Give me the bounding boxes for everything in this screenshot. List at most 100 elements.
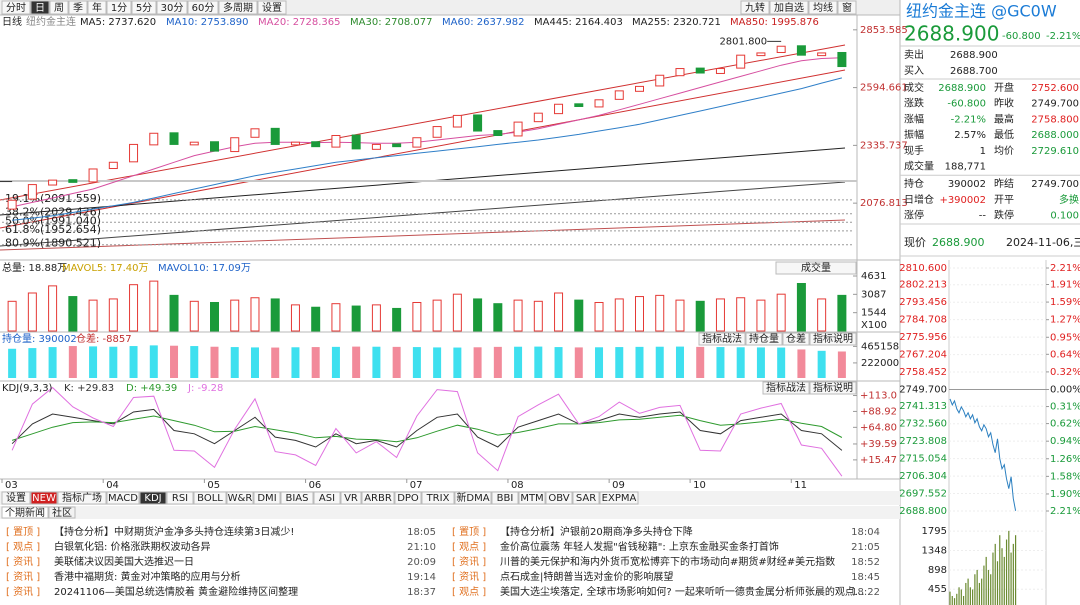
indicator-tab[interactable] — [421, 491, 455, 505]
legend-item: MAVOL5: 17.40万 — [62, 263, 148, 274]
indicator-tab[interactable] — [361, 491, 395, 505]
indicator-tab[interactable] — [518, 491, 546, 505]
indicator-tab[interactable] — [394, 491, 422, 505]
period-button[interactable] — [68, 0, 88, 15]
period-button[interactable] — [187, 0, 219, 15]
stat-label: 日增仓 — [904, 193, 934, 206]
oi-bar — [756, 347, 765, 378]
period-button[interactable] — [30, 0, 50, 15]
news-tab[interactable] — [1, 506, 49, 519]
indicator-tab[interactable] — [106, 491, 140, 505]
stat-label: 跌停 — [994, 209, 1014, 222]
indicator-button[interactable] — [698, 332, 746, 346]
oi-bar — [433, 347, 442, 378]
legend-item: J: -9.28 — [187, 383, 223, 394]
indicator-tab-label: ARBR — [364, 493, 392, 504]
indicator-tab[interactable] — [599, 491, 639, 505]
news-tag[interactable]: [ 观点 ] — [452, 586, 486, 598]
news-title[interactable]: 川普的美元保护和海内外货币宽松博弈下的市场动向#期货#财经#美元指数 — [500, 555, 835, 568]
indicator-button[interactable] — [809, 332, 857, 346]
period-label: 分时 — [6, 2, 26, 14]
quote-change: -60.800 — [1002, 31, 1041, 42]
news-title[interactable]: 【持仓分析】中财期货沪金净多头持仓连续第3日减少! — [54, 525, 294, 538]
legend-item: MA850: 1995.876 — [730, 17, 819, 28]
period-button[interactable] — [156, 0, 188, 15]
indicator-tab[interactable] — [454, 491, 492, 505]
indicator-tab[interactable] — [30, 491, 58, 505]
tool-button[interactable] — [769, 0, 809, 15]
news-title[interactable]: 香港中福期货: 黄金对冲策略的应用与分析 — [54, 570, 241, 583]
indicator-tab[interactable] — [313, 491, 341, 505]
period-button[interactable] — [106, 0, 132, 15]
indicator-tab-label: KDJ — [144, 493, 161, 504]
candle — [513, 121, 523, 137]
indicator-tab[interactable] — [226, 491, 254, 505]
indicator-button[interactable] — [762, 381, 810, 395]
period-button[interactable] — [218, 0, 258, 15]
indicator-tab[interactable] — [340, 491, 362, 505]
indicator-tab[interactable] — [193, 491, 227, 505]
tool-button[interactable] — [808, 0, 838, 15]
news-time: 18:45 — [851, 572, 880, 583]
y-tick-label: 2688.800 — [899, 506, 947, 517]
indicator-tab[interactable] — [166, 491, 194, 505]
trend-line — [0, 69, 846, 229]
y-tick-label: 2723.808 — [899, 436, 947, 447]
period-button[interactable] — [1, 0, 31, 15]
news-tag[interactable]: [ 资讯 ] — [6, 556, 40, 568]
news-tab[interactable] — [48, 506, 76, 519]
intraday-volume-bar — [985, 556, 987, 605]
period-button[interactable] — [49, 0, 69, 15]
indicator-button[interactable] — [809, 381, 857, 395]
news-tag[interactable]: [ 置顶 ] — [6, 526, 40, 538]
chart-subtitle: 纽约金主连 — [26, 15, 76, 28]
oi-bar — [372, 346, 381, 378]
period-button[interactable] — [87, 0, 107, 15]
volume-bar — [594, 301, 604, 332]
fib-label: 50.0%(1991.040) — [5, 214, 101, 227]
period-button[interactable] — [257, 0, 287, 15]
period-button[interactable] — [131, 0, 157, 15]
news-tag[interactable]: [ 观点 ] — [6, 541, 40, 553]
intraday-volume-bar — [953, 598, 956, 605]
ma-line — [11, 57, 842, 208]
indicator-button[interactable] — [745, 332, 783, 346]
indicator-tab[interactable] — [572, 491, 600, 505]
indicator-tab[interactable] — [280, 491, 314, 505]
indicator-button[interactable] — [782, 332, 810, 346]
news-tag[interactable]: [ 资讯 ] — [452, 556, 486, 568]
indicator-tab[interactable] — [1, 491, 31, 505]
news-title[interactable]: 20241106—美国总统选情胶着 黄金避险维持区间整理 — [54, 585, 298, 598]
volume-bar — [776, 293, 786, 332]
news-title[interactable]: 美联储决议因美国大选推迟一日 — [54, 555, 194, 568]
tool-button[interactable] — [837, 0, 857, 15]
news-title[interactable]: 点石成金|特朗普当选对金价的影响展望 — [500, 570, 673, 583]
tool-button[interactable] — [740, 0, 770, 15]
indicator-tab[interactable] — [139, 491, 167, 505]
news-title[interactable]: 美国大选尘埃落定, 全球市场影响如何? 一起来听听一德贵金属分析师张晨的观点..… — [500, 585, 864, 598]
indicator-tab[interactable] — [57, 491, 107, 505]
intraday-volume-bar — [981, 578, 983, 605]
news-title[interactable]: 白银氧化铝: 价格涨跌期权波动各异 — [54, 540, 211, 553]
news-tag[interactable]: [ 资讯 ] — [6, 571, 40, 583]
news-tag[interactable]: [ 资讯 ] — [6, 586, 40, 598]
chart-title: 日线 — [2, 15, 22, 28]
news-tag[interactable]: [ 观点 ] — [452, 541, 486, 553]
indicator-tab[interactable] — [545, 491, 573, 505]
y-tick-label: 2784.708 — [899, 315, 947, 326]
indicator-tab[interactable] — [491, 491, 519, 505]
volume-bar — [452, 293, 462, 332]
news-tag[interactable]: [ 置顶 ] — [452, 526, 486, 538]
intraday-volume-bar — [965, 582, 967, 605]
indicator-tab[interactable] — [253, 491, 281, 505]
indicator-selector[interactable] — [775, 261, 857, 275]
news-tag[interactable]: [ 资讯 ] — [452, 571, 486, 583]
intraday-volume-bar — [992, 552, 994, 605]
indicator-tab-label: DPO — [397, 493, 419, 504]
tool-button-label: 窗 — [842, 1, 852, 14]
indicator-tab-label: TRIX — [426, 493, 450, 504]
news-title[interactable]: 【持仓分析】沪银前20期商净多头持仓下降 — [500, 525, 693, 538]
news-title[interactable]: 金价高位震荡 年轻人发掘"省钱秘籍": 上京东金融买金条打首饰 — [500, 540, 779, 553]
quote-price: 2688.900 — [904, 22, 999, 46]
